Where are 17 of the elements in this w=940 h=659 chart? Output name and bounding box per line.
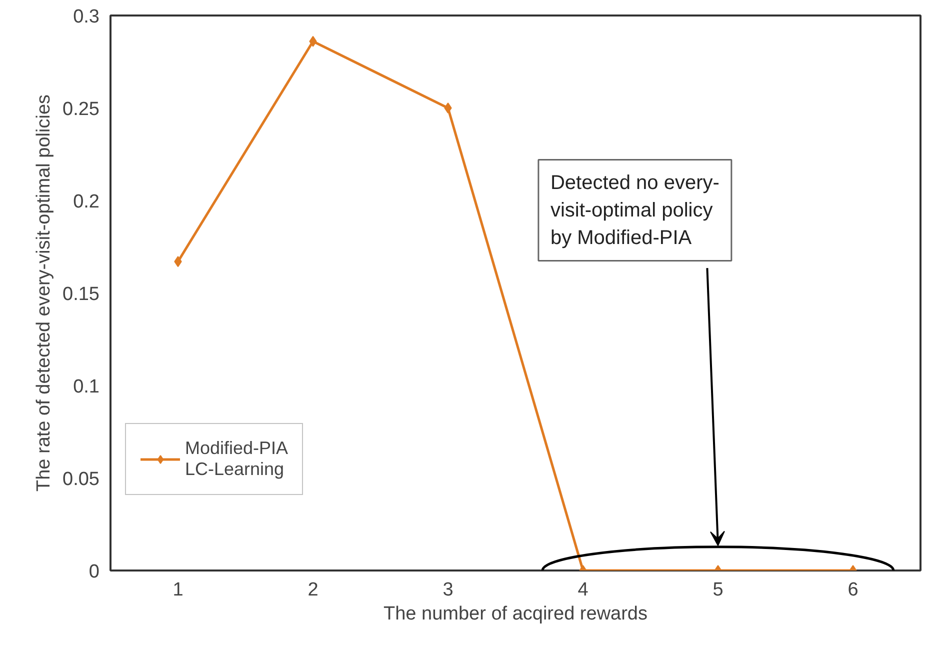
annotation: Detected no every-visit-optimal policy by Modified-PIA (550, 172, 720, 249)
y-tick-label: 0 (88, 562, 100, 582)
x-tick-label: 2 (308, 580, 318, 600)
legend-label: Modified-PIA LC-Learning (185, 438, 288, 480)
x-tick-label: 5 (712, 580, 724, 600)
x-tick-label: 6 (848, 580, 858, 600)
y-tick-label: 0.2 (73, 192, 100, 212)
y-tick-label: 0.3 (73, 6, 100, 28)
x-tick-label: 4 (578, 580, 589, 600)
x-tick-label: 3 (442, 580, 454, 600)
y-tick-label: 0.1 (73, 376, 100, 398)
x-axis-title: The number of acqired rewards (383, 604, 648, 624)
y-axis-title: The rate of detected every-visit-optimal policies (34, 94, 55, 492)
y-tick-label: 0.25 (62, 99, 100, 120)
y-tick-label: 0.15 (62, 284, 100, 305)
y-tick-label: 0.05 (62, 469, 100, 490)
x-tick-label: 1 (172, 580, 184, 600)
